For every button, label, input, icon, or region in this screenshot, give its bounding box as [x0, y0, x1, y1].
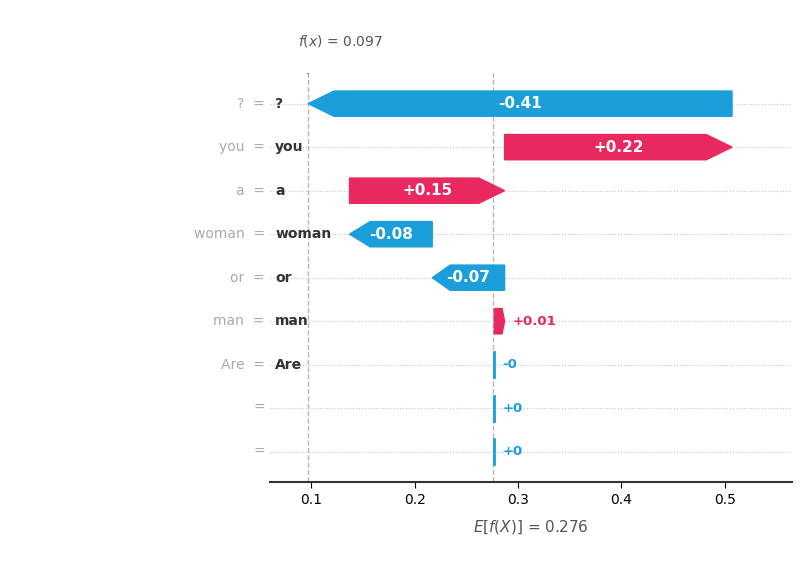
- Text: -0.41: -0.41: [498, 96, 542, 111]
- Text: $f(x)$ = 0.097: $f(x)$ = 0.097: [298, 33, 383, 49]
- Polygon shape: [433, 265, 504, 291]
- Text: a: a: [275, 184, 285, 198]
- Text: you  =: you =: [219, 140, 265, 154]
- Text: man: man: [275, 314, 309, 328]
- Text: or: or: [275, 271, 291, 285]
- Text: +0.15: +0.15: [402, 183, 452, 198]
- Text: +0: +0: [503, 445, 523, 458]
- Text: +0: +0: [503, 402, 523, 415]
- Polygon shape: [349, 221, 433, 247]
- Polygon shape: [504, 134, 732, 160]
- Text: a  =: a =: [236, 184, 265, 198]
- Text: man  =: man =: [213, 314, 265, 328]
- Text: you: you: [275, 140, 303, 154]
- Text: woman: woman: [275, 227, 332, 241]
- Text: =: =: [253, 445, 265, 459]
- Text: -0.07: -0.07: [446, 270, 491, 285]
- Text: or  =: or =: [230, 271, 265, 285]
- Text: ?  =: ? =: [237, 97, 265, 111]
- Polygon shape: [494, 309, 504, 334]
- Text: -0: -0: [503, 358, 517, 371]
- Polygon shape: [349, 178, 504, 203]
- Text: =: =: [253, 401, 265, 415]
- X-axis label: $E[f(X)]$ = 0.276: $E[f(X)]$ = 0.276: [473, 518, 589, 536]
- Text: +0.01: +0.01: [513, 315, 557, 328]
- Text: Are  =: Are =: [221, 358, 265, 371]
- Polygon shape: [308, 91, 732, 116]
- Text: +0.22: +0.22: [593, 140, 643, 155]
- Text: -0.08: -0.08: [369, 226, 413, 242]
- Text: Are: Are: [275, 358, 303, 371]
- Text: woman  =: woman =: [194, 227, 265, 241]
- Text: ?: ?: [275, 97, 283, 111]
